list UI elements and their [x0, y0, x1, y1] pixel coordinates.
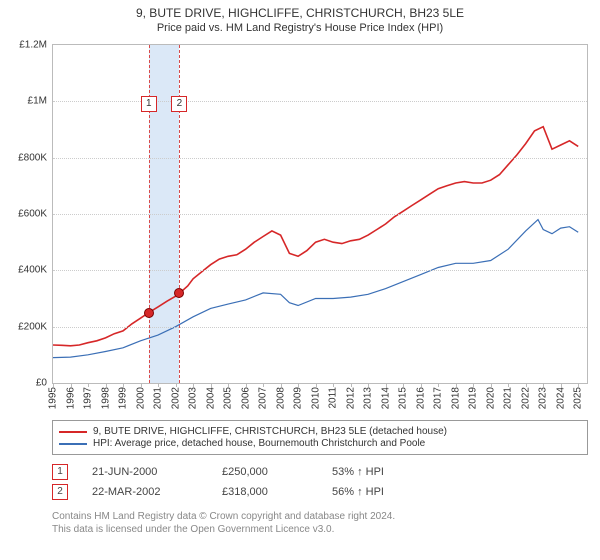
transaction-price: £250,000	[222, 466, 332, 478]
footer-text: Contains HM Land Registry data © Crown c…	[52, 510, 588, 536]
x-axis-label: 2009	[293, 387, 304, 409]
x-axis-label: 2014	[380, 387, 391, 409]
x-axis-label: 1995	[48, 387, 59, 409]
x-axis-label: 2001	[153, 387, 164, 409]
chart-title: 9, BUTE DRIVE, HIGHCLIFFE, CHRISTCHURCH,…	[0, 6, 600, 20]
x-axis-label: 1996	[65, 387, 76, 409]
chart-header: 9, BUTE DRIVE, HIGHCLIFFE, CHRISTCHURCH,…	[0, 0, 600, 34]
x-axis-label: 2021	[503, 387, 514, 409]
x-axis-label: 2018	[450, 387, 461, 409]
chart-plot-area: £0£200K£400K£600K£800K£1M£1.2M1995199619…	[52, 44, 588, 384]
gridline-h	[53, 214, 587, 215]
transaction-date: 22-MAR-2002	[92, 486, 222, 498]
x-axis-label: 1997	[83, 387, 94, 409]
transaction-date: 21-JUN-2000	[92, 466, 222, 478]
x-axis-label: 2024	[555, 387, 566, 409]
x-axis-label: 2025	[573, 387, 584, 409]
x-axis-label: 2007	[258, 387, 269, 409]
x-axis-label: 2015	[398, 387, 409, 409]
series-line-price_paid	[53, 127, 578, 346]
footer-line-2: This data is licensed under the Open Gov…	[52, 523, 588, 536]
transaction-marker-dot	[144, 308, 154, 318]
x-axis-label: 2010	[310, 387, 321, 409]
footer-line-1: Contains HM Land Registry data © Crown c…	[52, 510, 588, 523]
x-axis-label: 1998	[100, 387, 111, 409]
gridline-h	[53, 101, 587, 102]
x-axis-label: 2006	[240, 387, 251, 409]
y-axis-label: £0	[36, 378, 47, 389]
transaction-id-box: 1	[52, 464, 68, 480]
transaction-price: £318,000	[222, 486, 332, 498]
legend-box: 9, BUTE DRIVE, HIGHCLIFFE, CHRISTCHURCH,…	[52, 420, 588, 455]
transaction-hpi: 53% ↑ HPI	[332, 466, 432, 478]
y-axis-label: £200K	[18, 321, 47, 332]
y-axis-label: £400K	[18, 265, 47, 276]
x-axis-label: 2019	[468, 387, 479, 409]
x-axis-label: 2004	[205, 387, 216, 409]
x-axis-label: 2003	[188, 387, 199, 409]
gridline-h	[53, 270, 587, 271]
y-axis-label: £600K	[18, 209, 47, 220]
x-axis-label: 2016	[415, 387, 426, 409]
transactions-table: 1 21-JUN-2000£250,00053% ↑ HPI 2 22-MAR-200…	[52, 462, 588, 502]
gridline-h	[53, 158, 587, 159]
x-axis-label: 2000	[135, 387, 146, 409]
y-axis-label: £800K	[18, 152, 47, 163]
x-axis-label: 2022	[520, 387, 531, 409]
y-axis-label: £1.2M	[19, 40, 47, 51]
x-axis-label: 2017	[433, 387, 444, 409]
x-axis-label: 1999	[118, 387, 129, 409]
x-axis-label: 2012	[345, 387, 356, 409]
legend-row: 9, BUTE DRIVE, HIGHCLIFFE, CHRISTCHURCH,…	[59, 426, 581, 437]
x-axis-label: 2002	[170, 387, 181, 409]
series-line-hpi	[53, 220, 578, 358]
x-axis-label: 2013	[363, 387, 374, 409]
gridline-h	[53, 327, 587, 328]
transaction-marker-box: 2	[171, 96, 187, 112]
legend-label: 9, BUTE DRIVE, HIGHCLIFFE, CHRISTCHURCH,…	[93, 426, 447, 437]
x-axis-label: 2023	[538, 387, 549, 409]
legend-label: HPI: Average price, detached house, Bour…	[93, 438, 425, 449]
transaction-row: 1 21-JUN-2000£250,00053% ↑ HPI	[52, 462, 588, 482]
transaction-marker-dot	[174, 288, 184, 298]
legend-swatch	[59, 443, 87, 445]
transaction-row: 2 22-MAR-2002£318,00056% ↑ HPI	[52, 482, 588, 502]
x-axis-label: 2011	[328, 387, 339, 409]
x-axis-label: 2005	[223, 387, 234, 409]
y-axis-label: £1M	[28, 96, 47, 107]
chart-subtitle: Price paid vs. HM Land Registry's House …	[0, 22, 600, 34]
transaction-hpi: 56% ↑ HPI	[332, 486, 432, 498]
legend-swatch	[59, 431, 87, 433]
x-axis-label: 2008	[275, 387, 286, 409]
transaction-id-box: 2	[52, 484, 68, 500]
transaction-marker-box: 1	[141, 96, 157, 112]
legend-row: HPI: Average price, detached house, Bour…	[59, 438, 581, 449]
x-axis-label: 2020	[485, 387, 496, 409]
